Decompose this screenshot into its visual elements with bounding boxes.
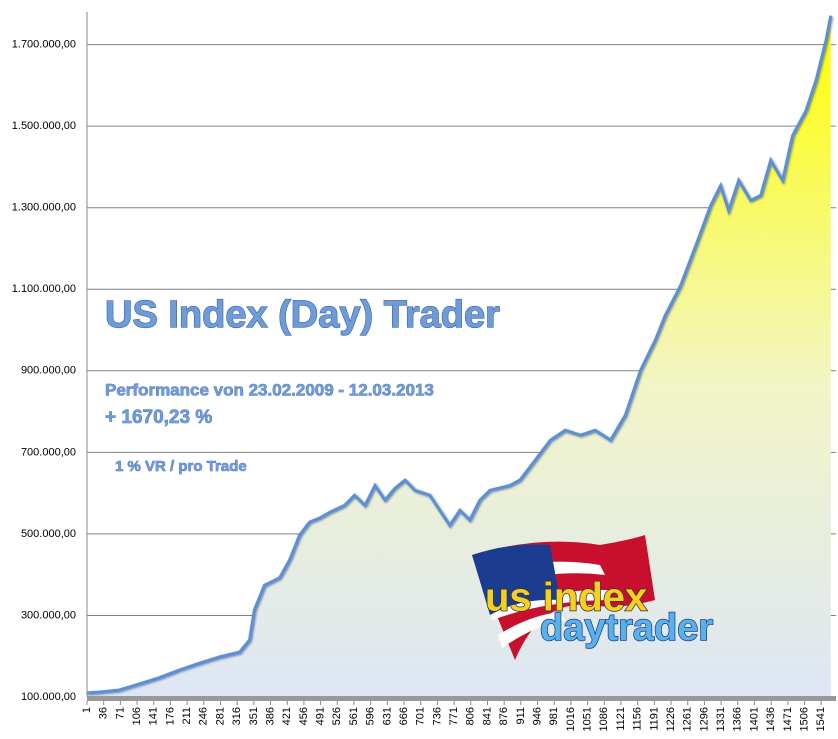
x-tick-label: 1016 xyxy=(565,707,577,731)
x-tick-label: 1366 xyxy=(732,707,744,731)
x-tick-label: 841 xyxy=(481,707,493,725)
x-tick-label: 211 xyxy=(181,707,193,725)
line xyxy=(86,15,833,695)
x-tick-label: 246 xyxy=(198,707,210,725)
x-tick-label: 1436 xyxy=(765,707,777,731)
x-tick-label: 876 xyxy=(498,707,510,725)
x-tick-label: 106 xyxy=(131,707,143,725)
logo-text: us index xyxy=(485,576,647,620)
x-tick-label: 911 xyxy=(515,707,527,725)
x-tick-label: 456 xyxy=(298,707,310,725)
y-tick-label: 1.300.000,00 xyxy=(12,202,76,214)
x-tick-label: 631 xyxy=(381,707,393,725)
x-tick-label: 561 xyxy=(348,707,360,725)
flag-canton xyxy=(472,544,560,615)
x-tick-label: 1121 xyxy=(615,707,627,731)
x-tick-label: 1261 xyxy=(682,707,694,731)
x-tick-label: 36 xyxy=(98,707,110,719)
x-tick-label: 666 xyxy=(398,707,410,725)
x-tick-label: 1296 xyxy=(698,707,710,731)
x-tick-label: 701 xyxy=(415,707,427,725)
y-tick-label: 1.700.000,00 xyxy=(12,39,76,51)
x-tick-label: 1401 xyxy=(748,707,760,731)
x-tick-label: 1471 xyxy=(782,707,794,731)
area xyxy=(87,15,831,697)
x-tick-label: 491 xyxy=(315,707,327,725)
logo: us index daytrader xyxy=(472,535,714,660)
flag-stripes xyxy=(478,561,612,648)
x-tick-label: 1 xyxy=(81,707,93,713)
x-tick-label: 1226 xyxy=(665,707,677,731)
x-tick-label: 981 xyxy=(548,707,560,725)
x-tick-label: 281 xyxy=(214,707,226,725)
y-tick-label: 100.000,00 xyxy=(21,691,76,703)
annotation: 1 % VR / pro Trade xyxy=(115,458,247,475)
x-tick-label: 596 xyxy=(365,707,377,725)
x-tick-label: 1506 xyxy=(798,707,810,731)
x-tick-label: 386 xyxy=(264,707,276,725)
x-tick-label: 526 xyxy=(331,707,343,725)
x-tick-label: 771 xyxy=(448,707,460,725)
y-tick-label: 700.000,00 xyxy=(21,446,76,458)
x-tick-label: 806 xyxy=(465,707,477,725)
x-tick-label: 141 xyxy=(148,707,160,725)
chart-title: US Index (Day) Trader xyxy=(105,294,500,336)
x-tick-label: 946 xyxy=(531,707,543,725)
x-tick-label: 316 xyxy=(231,707,243,725)
x-tick-label: 351 xyxy=(248,707,260,725)
x-tick-label: 1156 xyxy=(632,707,644,731)
y-tick-label: 900.000,00 xyxy=(21,365,76,377)
x-tick-label: 71 xyxy=(114,707,126,719)
x-tick-label: 421 xyxy=(281,707,293,725)
x-axis xyxy=(87,696,836,701)
x-tick-label: 1191 xyxy=(648,707,660,731)
y-tick-label: 1.100.000,00 xyxy=(12,283,76,295)
y-tick-label: 500.000,00 xyxy=(21,528,76,540)
x-tick-label: 1086 xyxy=(598,707,610,731)
x-tick-label: 1541 xyxy=(815,707,827,731)
x-tick-label: 1331 xyxy=(715,707,727,731)
x-tick-label: 736 xyxy=(431,707,443,725)
annotation: Performance von 23.02.2009 - 12.03.2013 xyxy=(105,380,434,399)
y-tick-label: 300.000,00 xyxy=(21,609,76,621)
x-tick-label: 1051 xyxy=(582,707,594,731)
annotation: + 1670,23 % xyxy=(105,407,212,428)
logo-text: daytrader xyxy=(540,607,713,649)
y-tick-label: 1.500.000,00 xyxy=(12,120,76,132)
x-tick-label: 176 xyxy=(164,707,176,725)
